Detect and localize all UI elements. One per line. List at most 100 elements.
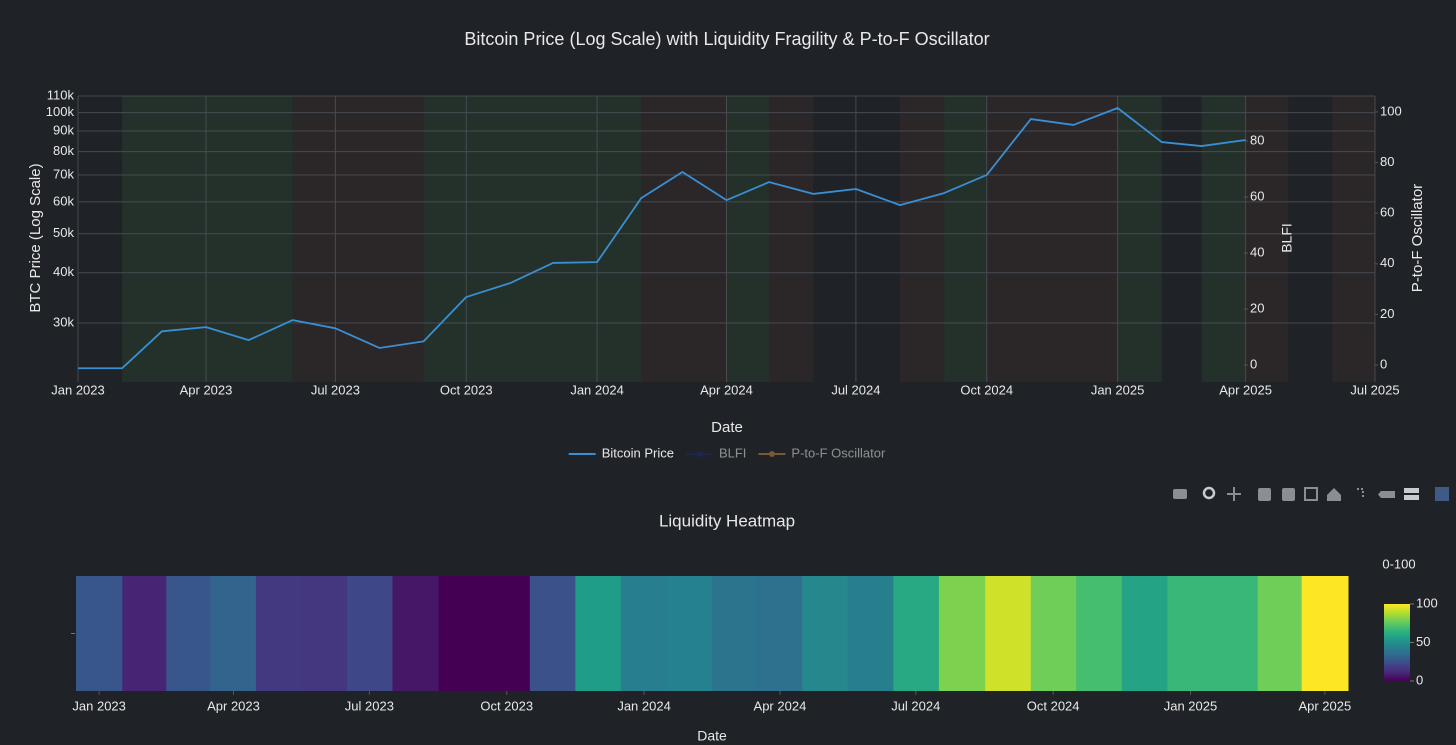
pan-icon[interactable] xyxy=(1227,487,1241,501)
heatmap-cell xyxy=(122,576,167,691)
legend-marker xyxy=(768,451,775,457)
heatmap-cell xyxy=(1030,576,1077,691)
heatmap-cell xyxy=(1167,576,1215,691)
hover-compare-icon[interactable] xyxy=(1404,488,1419,500)
x-tick-label: Jan 2025 xyxy=(1091,382,1145,397)
heatmap-cell xyxy=(756,576,803,691)
x-tick-label: Jan 2025 xyxy=(1164,698,1218,713)
x-tick-label: Apr 2023 xyxy=(207,698,260,713)
y-tick-label: 30k xyxy=(53,314,74,329)
colorbar-title: 0-100 xyxy=(1382,556,1415,571)
regime-band xyxy=(726,96,770,382)
y2-tick-label: 60 xyxy=(1250,188,1264,203)
y-tick-label: 110k xyxy=(47,87,75,102)
heatmap-cell xyxy=(346,576,394,691)
y2-tick-label: 0 xyxy=(1250,356,1257,371)
heatmap-cell xyxy=(301,576,348,691)
hover-closest-icon[interactable] xyxy=(1378,491,1395,498)
heatmap-cell xyxy=(210,576,257,691)
x-tick-label: Jul 2025 xyxy=(1350,382,1399,397)
x-tick-label: Apr 2024 xyxy=(754,698,807,713)
heatmap-x-axis-title: Date xyxy=(697,728,727,744)
regime-band xyxy=(986,96,1118,382)
heatmap-cell xyxy=(1301,576,1349,691)
heatmap-cell xyxy=(392,576,440,691)
plotly-logo[interactable] xyxy=(1435,487,1449,501)
zoom-out-icon[interactable] xyxy=(1282,488,1295,501)
x-tick-label: Oct 2024 xyxy=(960,382,1013,397)
x-tick-label: Jan 2024 xyxy=(570,382,624,397)
y-tick-label: 70k xyxy=(53,166,74,181)
heatmap-cell xyxy=(938,576,986,691)
camera-icon[interactable] xyxy=(1173,489,1187,499)
y-tick-label: 100k xyxy=(46,104,75,119)
heatmap-cell xyxy=(166,576,211,691)
colorbar xyxy=(1384,604,1410,681)
x-tick-label: Oct 2023 xyxy=(480,698,533,713)
heatmap-cell xyxy=(1076,576,1123,691)
x-tick-label: Jan 2023 xyxy=(51,382,105,397)
legend-label: P-to-F Oscillator xyxy=(791,445,886,460)
x-tick-label: Jan 2024 xyxy=(617,698,671,713)
colorbar-tick-label: 100 xyxy=(1416,595,1438,610)
heatmap-cell xyxy=(1121,576,1168,691)
y3-axis-title: P-to-F Oscillator xyxy=(1409,184,1426,292)
regime-band xyxy=(1117,96,1162,382)
legend-marker xyxy=(696,451,703,457)
spike-icon[interactable] xyxy=(1357,488,1364,499)
x-tick-label: Jul 2023 xyxy=(345,698,394,713)
x-tick-label: Jul 2024 xyxy=(831,382,880,397)
y-tick-label: 60k xyxy=(53,193,74,208)
modebar xyxy=(1173,486,1449,501)
y3-tick-label: 80 xyxy=(1380,154,1394,169)
heatmap-cell xyxy=(575,576,622,691)
heatmap-cell xyxy=(847,576,894,691)
x-tick-label: Apr 2024 xyxy=(700,382,753,397)
heatmap-cell xyxy=(1257,576,1303,691)
heatmap-cell xyxy=(620,576,668,691)
x-axis-title: Date xyxy=(711,419,743,436)
zoom-icon[interactable] xyxy=(1202,486,1216,500)
x-tick-label: Apr 2025 xyxy=(1219,382,1272,397)
autoscale-icon[interactable] xyxy=(1304,487,1318,501)
x-tick-label: Oct 2024 xyxy=(1027,698,1080,713)
regime-band xyxy=(423,96,642,382)
x-tick-label: Jan 2023 xyxy=(72,698,126,713)
heatmap-cell xyxy=(255,576,302,691)
x-tick-label: Apr 2025 xyxy=(1298,698,1351,713)
heatmap-cell xyxy=(438,576,485,691)
heatmap-cell xyxy=(893,576,940,691)
heatmap-cell xyxy=(802,576,849,691)
y2-axis-title: BLFI xyxy=(1279,223,1295,253)
heatmap-cell xyxy=(1213,576,1259,691)
y-tick-label: 50k xyxy=(53,225,74,240)
regime-band xyxy=(944,96,987,382)
legend: Bitcoin Price BLFI P-to-F Oscillator xyxy=(568,445,886,460)
regime-band xyxy=(1201,96,1246,382)
y3-tick-label: 40 xyxy=(1380,255,1394,270)
legend-item[interactable]: BLFI xyxy=(685,445,746,460)
regime-band xyxy=(1332,96,1375,382)
heatmap-cell xyxy=(484,576,531,691)
legend-label: Bitcoin Price xyxy=(602,445,674,460)
y-tick-label: 80k xyxy=(53,143,74,158)
legend-item[interactable]: P-to-F Oscillator xyxy=(758,445,886,460)
y-axis-title: BTC Price (Log Scale) xyxy=(27,163,44,312)
regime-band xyxy=(641,96,727,382)
y3-tick-label: 100 xyxy=(1380,103,1402,118)
regime-band xyxy=(900,96,945,382)
colorbar-tick-label: 50 xyxy=(1416,634,1430,649)
heatmap-cell xyxy=(985,576,1032,691)
heatmap-cell xyxy=(667,576,713,691)
regime-band xyxy=(122,96,293,382)
y3-tick-label: 20 xyxy=(1380,306,1394,321)
y3-tick-label: 60 xyxy=(1380,205,1394,220)
x-tick-label: Jul 2023 xyxy=(311,382,360,397)
x-tick-label: Jul 2024 xyxy=(891,698,940,713)
zoom-in-icon[interactable] xyxy=(1258,488,1271,501)
legend-item[interactable]: Bitcoin Price xyxy=(568,445,674,460)
reset-icon[interactable] xyxy=(1327,488,1341,501)
regime-band xyxy=(769,96,814,382)
